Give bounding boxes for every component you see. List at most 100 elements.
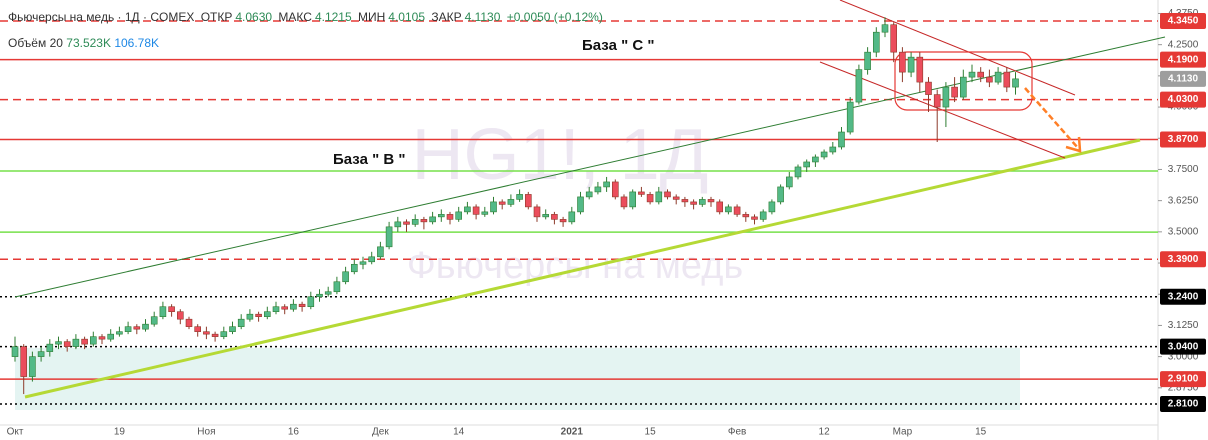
candle-body (1012, 78, 1019, 88)
x-tick-label: Фев (728, 427, 746, 438)
trend-line (24, 138, 1141, 399)
candle-body (507, 199, 515, 205)
candle-body (933, 94, 941, 108)
y-tick-label: 3.1250 (1168, 320, 1199, 331)
candle-body (742, 214, 750, 218)
candle-body (316, 293, 323, 298)
candle-body (603, 181, 610, 188)
candle-body (481, 211, 489, 215)
price-label: 3.2400 (1168, 291, 1199, 302)
x-tick-label: 12 (819, 427, 831, 438)
channel-line (839, 0, 1076, 96)
candle-body (281, 306, 289, 310)
candle-body (194, 326, 201, 332)
x-tick-label: Мар (893, 427, 913, 438)
candle-body (420, 219, 428, 223)
candle-body (611, 181, 619, 198)
candle-body (359, 261, 367, 265)
y-tick-label: 3.7500 (1168, 164, 1199, 175)
candle-body (690, 201, 697, 205)
candle-body (629, 191, 637, 208)
candle-body (716, 201, 724, 213)
candle-body (455, 211, 463, 220)
candle-body (177, 311, 184, 320)
candle-body (272, 306, 280, 312)
price-label: 3.0400 (1168, 341, 1199, 352)
candle-body (142, 323, 149, 330)
candle-body (333, 281, 341, 293)
watermark-sub: Фьючерсы на медь (407, 245, 743, 287)
candle-body (90, 336, 97, 345)
candle-body (63, 341, 71, 347)
price-label: 4.1900 (1168, 54, 1199, 65)
candle-body (263, 311, 271, 317)
candle-body (812, 156, 819, 163)
y-tick-label: 3.0000 (1168, 351, 1199, 362)
price-label-box (1160, 288, 1206, 305)
candle-body (377, 246, 384, 258)
volume-value: 73.523K (66, 36, 111, 50)
price-label: 3.3900 (1168, 254, 1199, 265)
candle-body (229, 326, 236, 332)
candle-body (237, 318, 245, 327)
candle-body (620, 196, 628, 208)
y-tick-label: 4.2500 (1168, 39, 1199, 50)
ohlc-name: ОТКР (200, 10, 233, 24)
price-label-box (1160, 12, 1206, 29)
watermark: HG1!, 1Д (412, 115, 709, 195)
candle-body (464, 206, 471, 213)
price-label-box (1160, 251, 1206, 268)
volume-value: 106.78K (114, 36, 160, 50)
candle-body (646, 194, 654, 203)
candle-body (324, 291, 332, 295)
ohlc-value: 4.0105 (388, 10, 425, 24)
candle-body (1003, 71, 1011, 88)
candle-body (820, 151, 828, 158)
candle-body (568, 211, 576, 223)
candle-body (29, 356, 36, 377)
candle-body (246, 313, 254, 320)
candle-body (951, 86, 958, 98)
candle-body (472, 206, 480, 215)
candle-body (437, 214, 445, 218)
price-label: 4.3450 (1168, 16, 1199, 27)
price-label: 2.8100 (1168, 399, 1199, 410)
candle-body (150, 316, 158, 325)
x-tick-label: Ноя (197, 427, 215, 438)
candle-body (829, 146, 837, 153)
candle-body (994, 71, 1002, 83)
price-label-box (1160, 338, 1206, 355)
x-tick-label: 2021 (561, 427, 584, 438)
x-tick-label: 15 (645, 427, 657, 438)
candle-body (959, 76, 967, 98)
ohlc-name: ЗАКР (431, 10, 462, 24)
x-tick-label: 14 (453, 427, 465, 438)
candle-body (211, 333, 219, 337)
annotation: База " В " (333, 151, 405, 168)
price-label-box (1160, 70, 1206, 87)
candle-body (838, 131, 845, 148)
candle-body (881, 24, 889, 33)
candle-body (916, 56, 924, 83)
price-label: 4.0300 (1168, 94, 1199, 105)
candle-body (350, 263, 358, 273)
candle-body (672, 196, 680, 200)
change: +0.0050 (+0.12%) (506, 10, 603, 24)
candle-body (638, 191, 645, 195)
candle-body (203, 331, 210, 335)
trend-line (14, 36, 1166, 298)
candle-body (977, 71, 985, 78)
candle-body (907, 56, 915, 73)
arrow (1024, 87, 1079, 149)
candle-body (342, 271, 349, 283)
candle-body (585, 191, 593, 198)
candle-body (777, 186, 784, 203)
volume-legend: Объём 20 73.523K 106.78K (8, 36, 159, 50)
volume-label: Объём 20 (8, 36, 63, 50)
title: Фьючерсы на медь · 1Д · COMEX (8, 10, 195, 24)
candle-body (846, 101, 854, 133)
price-label-box (1160, 371, 1206, 388)
candle-body (159, 306, 167, 317)
candle-body (46, 343, 54, 352)
